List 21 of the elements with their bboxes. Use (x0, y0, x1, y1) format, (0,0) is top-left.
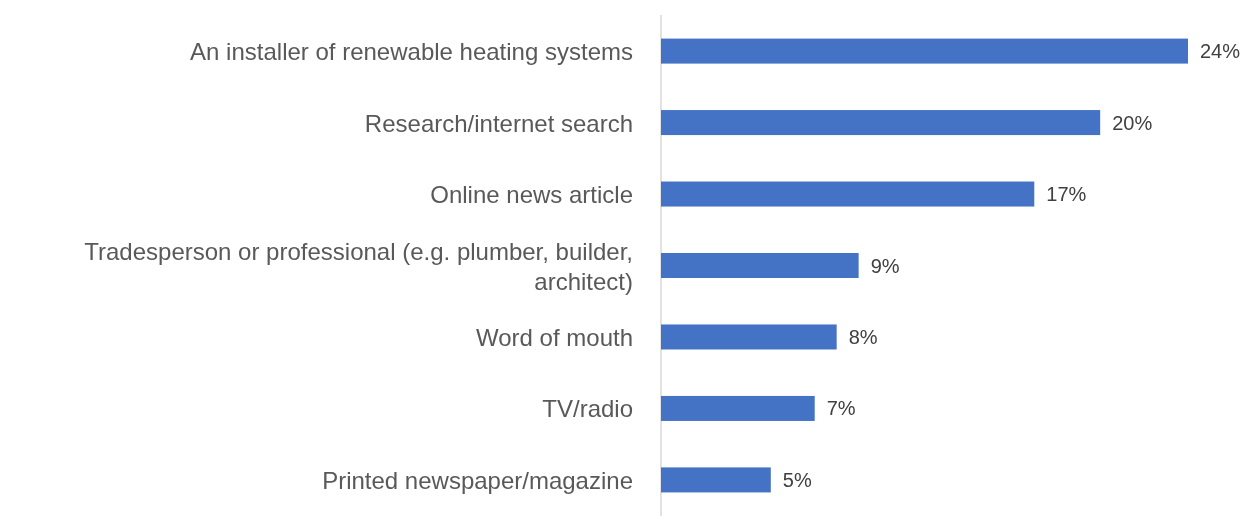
data-label: 9% (870, 254, 900, 277)
bar (661, 467, 771, 493)
bar (661, 252, 859, 279)
y-tick-label: Word of mouth (476, 323, 633, 351)
y-tick-label: Printed newspaper/magazine (322, 466, 633, 494)
y-tick-label: TV/radio (542, 394, 633, 422)
data-label: 8% (848, 325, 878, 348)
data-label: 5% (782, 468, 812, 491)
y-tick-label: Tradesperson or professional (e.g. plumber, builder, architect) (84, 237, 633, 294)
data-label: 24% (1200, 40, 1241, 63)
data-label: 20% (1112, 111, 1153, 134)
bar (661, 324, 837, 350)
bar (661, 38, 1188, 64)
y-tick-label: Online news article (430, 180, 633, 208)
bar (661, 181, 1035, 207)
bar (661, 110, 1101, 136)
bar (661, 395, 815, 421)
data-label: 17% (1046, 183, 1087, 206)
y-tick-label: An installer of renewable heating systems (190, 37, 633, 65)
data-label: 7% (826, 397, 856, 420)
y-tick-label: Research/internet search (364, 109, 633, 137)
